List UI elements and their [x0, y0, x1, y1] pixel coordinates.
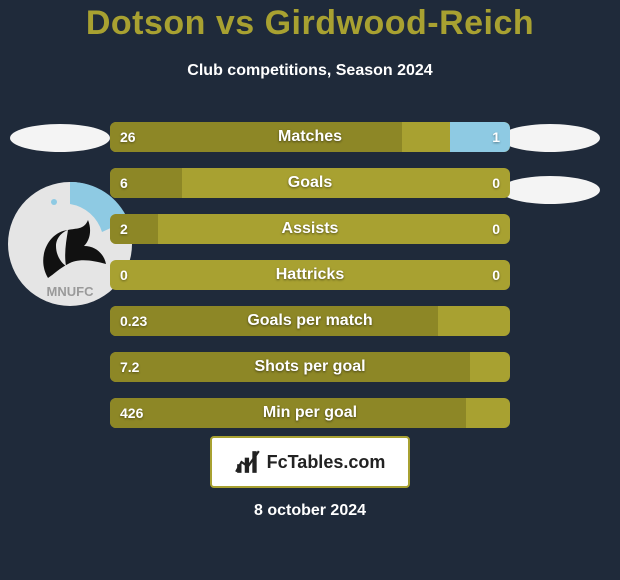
page-subtitle: Club competitions, Season 2024	[0, 62, 620, 80]
stat-value-left: 0.23	[120, 306, 147, 336]
stat-label: Matches	[110, 122, 510, 152]
stat-row: Matches26 1	[110, 122, 510, 152]
stat-row: Min per goal426	[110, 398, 510, 428]
decorative-ellipse	[10, 124, 110, 152]
stat-value-left: 6	[120, 168, 128, 198]
stat-row: Shots per goal7.2	[110, 352, 510, 382]
stat-bars: Matches261Goals60Assists20Hattricks00Goa…	[110, 122, 510, 444]
stat-value-left: 26	[120, 122, 136, 152]
stat-value-right: 0	[492, 260, 500, 290]
page-title: Dotson vs Girdwood-Reich	[0, 4, 620, 43]
chart-icon	[235, 449, 261, 475]
stat-value-right: 0	[492, 168, 500, 198]
stat-label: Goals	[110, 168, 510, 198]
stat-value-left: 0	[120, 260, 128, 290]
stat-value-right: 1	[492, 122, 500, 152]
stat-label: Hattricks	[110, 260, 510, 290]
stat-value-left: 2	[120, 214, 128, 244]
stat-label: Min per goal	[110, 398, 510, 428]
decorative-ellipse	[500, 176, 600, 204]
stat-value-left: 426	[120, 398, 143, 428]
stat-label: Shots per goal	[110, 352, 510, 382]
svg-text:MNUFC: MNUFC	[47, 284, 95, 299]
stat-label: Assists	[110, 214, 510, 244]
decorative-ellipse	[500, 124, 600, 152]
stat-row: Assists2 0	[110, 214, 510, 244]
stat-row: Goals per match0.23	[110, 306, 510, 336]
stat-value-left: 7.2	[120, 352, 139, 382]
fctables-logo-text: FcTables.com	[267, 452, 386, 473]
date-text: 8 october 2024	[0, 502, 620, 520]
stat-label: Goals per match	[110, 306, 510, 336]
fctables-logo: FcTables.com	[210, 436, 410, 488]
stat-value-right: 0	[492, 214, 500, 244]
stat-row: Hattricks0 0	[110, 260, 510, 290]
stat-row: Goals6 0	[110, 168, 510, 198]
comparison-card: Dotson vs Girdwood-Reich Club competitio…	[0, 0, 620, 580]
